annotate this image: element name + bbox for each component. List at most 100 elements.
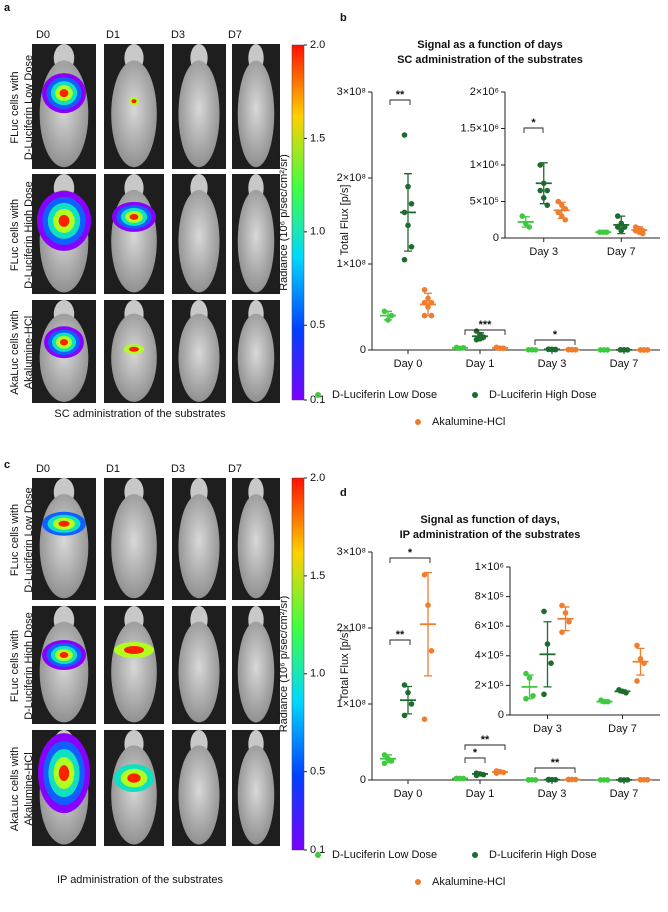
mouse-body — [111, 60, 157, 168]
y-tick-label: 1×10⁶ — [470, 159, 499, 171]
data-point — [421, 287, 428, 293]
data-point — [428, 648, 435, 654]
mouse-body — [111, 313, 157, 402]
row-label: FLuc cells with — [9, 199, 21, 271]
signal-blob — [131, 99, 137, 104]
y-axis-label: Total Flux [p/s] — [339, 185, 351, 256]
row-label: AkaLuc cells with — [9, 747, 21, 831]
data-point — [537, 187, 544, 194]
legend-marker — [315, 852, 321, 858]
x-tick-label: Day 0 — [394, 788, 423, 800]
y-axis-label: Total Flux [p/s] — [339, 630, 351, 701]
significance-bracket — [389, 99, 411, 105]
significance-bracket — [534, 339, 576, 345]
data-point — [555, 198, 562, 205]
panel-letter: c — [4, 459, 10, 471]
y-tick-label: 4×10⁵ — [475, 650, 504, 662]
colorbar-label: Radiance (10⁶ p/sec/cm²/sr) — [278, 596, 290, 733]
colorbar-tick-label: 2.0 — [310, 472, 325, 484]
colorbar-tick-label: 1.5 — [310, 570, 325, 582]
mouse-body — [178, 60, 220, 168]
row-label: Akalumine-HCl — [23, 752, 35, 825]
column-header: D1 — [106, 463, 120, 475]
signal-blob — [60, 339, 68, 346]
legend-label: Akalumine-HCl — [432, 416, 505, 428]
significance-bracket — [464, 757, 486, 763]
y-tick-label: 2×10⁸ — [337, 622, 366, 634]
row-label: Akalumine-HCl — [23, 316, 35, 389]
mouse-body — [178, 621, 220, 723]
significance-bracket — [389, 639, 411, 645]
signal-blob — [58, 214, 70, 227]
colorbar-tick-label: 1.0 — [310, 668, 325, 680]
data-point — [401, 256, 408, 263]
mouse-body — [237, 494, 275, 599]
data-point — [530, 692, 536, 699]
legend-label: Akalumine-HCl — [432, 876, 505, 888]
row-label: D-Luciferin Low Dose — [23, 55, 35, 160]
column-header: D3 — [171, 463, 185, 475]
significance-bracket — [523, 127, 544, 133]
mouse-body — [39, 621, 89, 723]
chart-title: IP administration of the substrates — [400, 529, 581, 541]
signal-blob — [59, 652, 69, 658]
column-header: D1 — [106, 29, 120, 41]
colorbar-tick-label: 0.1 — [310, 844, 325, 856]
data-point — [634, 642, 640, 649]
colorbar-tick-label: 0.5 — [310, 319, 325, 331]
data-point — [401, 132, 408, 138]
signal-blob — [129, 346, 139, 352]
row-label: D-Luciferin Low Dose — [23, 487, 35, 592]
legend-marker — [415, 879, 421, 885]
mouse-body — [237, 189, 275, 293]
y-tick-label: 3×10⁸ — [337, 546, 366, 558]
colorbar-tick-label: 0.5 — [310, 766, 325, 778]
data-point — [541, 608, 547, 615]
legend-marker — [472, 392, 478, 398]
signal-blob — [58, 520, 70, 527]
data-point — [566, 618, 572, 625]
mouse-body — [237, 60, 275, 168]
mouse-body — [178, 313, 220, 402]
panel-letter: d — [340, 487, 347, 499]
y-tick-label: 2×10⁸ — [337, 172, 366, 184]
colorbar — [291, 44, 305, 401]
column-header: D0 — [36, 463, 50, 475]
legend-label: D-Luciferin High Dose — [489, 849, 597, 861]
x-tick-label: Day 7 — [610, 788, 639, 800]
panel-letter: b — [340, 12, 347, 24]
y-tick-label: 0 — [360, 774, 366, 786]
mouse-body — [178, 745, 220, 845]
significance-label: ** — [481, 734, 490, 746]
data-point — [537, 162, 544, 168]
signal-blob — [127, 773, 141, 783]
data-point — [421, 572, 428, 578]
mouse-body — [178, 494, 220, 599]
data-point — [519, 213, 526, 219]
legend-marker — [315, 392, 321, 398]
signal-blob — [58, 765, 70, 782]
y-tick-label: 1×10⁸ — [337, 698, 366, 710]
significance-label: * — [553, 329, 558, 341]
colorbar-tick-label: 1.5 — [310, 132, 325, 144]
row-label: AkaLuc cells with — [9, 310, 21, 394]
data-point — [639, 230, 646, 237]
x-tick-label: Day 3 — [529, 246, 558, 258]
significance-bracket — [389, 557, 431, 563]
signal-blob — [129, 213, 139, 220]
y-tick-label: 5×10⁵ — [470, 195, 499, 207]
mouse-body — [178, 189, 220, 293]
data-point — [541, 691, 547, 698]
signal-blob — [59, 89, 69, 98]
data-point — [634, 678, 640, 684]
x-tick-label: Day 7 — [607, 246, 636, 258]
data-point — [544, 187, 551, 194]
legend-marker — [415, 419, 421, 425]
mouse-body — [237, 745, 275, 845]
significance-bracket — [464, 744, 506, 750]
x-tick-label: Day 1 — [466, 788, 495, 800]
row-label: FLuc cells with — [9, 71, 21, 143]
y-tick-label: 2×10⁵ — [475, 679, 504, 691]
y-tick-label: 6×10⁵ — [475, 620, 504, 632]
legend-label: D-Luciferin Low Dose — [332, 389, 437, 401]
